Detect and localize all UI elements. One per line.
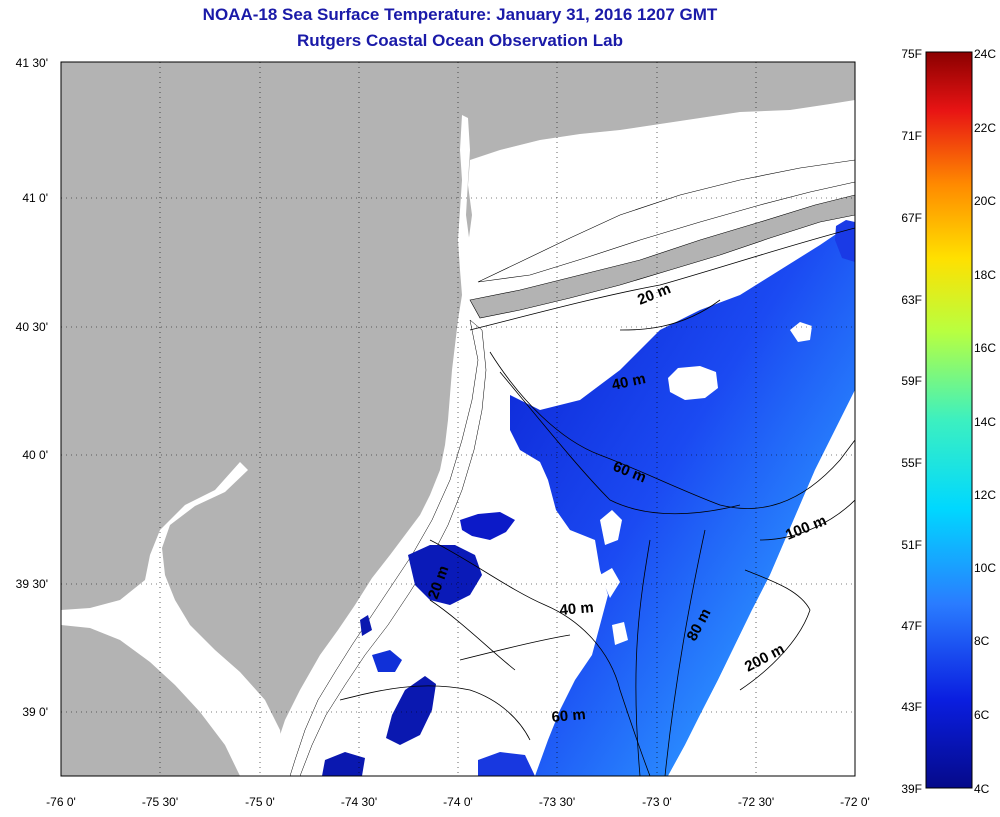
colorbar-f-label: 75F [901,47,922,61]
lon-tick-label: -72 0' [840,795,870,809]
colorbar-c-label: 12C [974,488,996,502]
colorbar-c-label: 6C [974,708,990,722]
colorbar-c-label: 10C [974,561,996,575]
colorbar-c-label: 14C [974,415,996,429]
lon-tick-label: -74 30' [341,795,377,809]
lon-tick-label: -72 30' [738,795,774,809]
lat-tick-label: 40 30' [16,320,48,334]
lon-tick-label: -73 30' [539,795,575,809]
lon-tick-label: -73 0' [642,795,672,809]
depth-label: 40 m [610,370,647,394]
graticule [61,62,855,776]
colorbar-f-label: 59F [901,374,922,388]
colorbar-f-label: 51F [901,538,922,552]
cold-patch-3 [372,650,402,672]
delaware-bay [61,462,285,776]
lon-tick-label: -75 0' [245,795,275,809]
lon-tick-label: -75 30' [142,795,178,809]
colorbar-fahrenheit: 75F 71F 67F 63F 59F 55F 51F 47F 43F 39F [901,47,922,796]
colorbar-c-label: 4C [974,782,990,796]
colorbar-f-label: 43F [901,700,922,714]
cloud-hole-4 [600,568,620,598]
cold-patch-4 [386,676,436,745]
colorbar-c-label: 18C [974,268,996,282]
colorbar-f-label: 67F [901,211,922,225]
colorbar-c-label: 24C [974,47,996,61]
no-data-east [668,390,855,776]
colorbar-f-label: 71F [901,129,922,143]
bathymetry-contours [339,227,855,776]
colorbar-celsius: 24C 22C 20C 18C 16C 14C 12C 10C 8C 6C 4C [974,47,996,796]
cold-patch-5 [322,752,365,776]
lat-tick-label: 39 30' [16,577,48,591]
land-mainland [61,62,855,776]
depth-label: 60 m [551,706,587,726]
map-title: NOAA-18 Sea Surface Temperature: January… [202,5,718,24]
cold-patch-7 [835,220,855,262]
cold-patch-1 [460,512,515,540]
sst-swath-main [510,225,855,776]
long-island [469,194,855,319]
coastal-bays [289,319,487,776]
cloud-hole-3 [600,510,622,545]
colorbar [925,51,973,789]
colorbar-c-label: 20C [974,194,996,208]
cold-patch-8 [360,615,372,636]
colorbar-c-label: 16C [974,341,996,355]
cloud-hole-5 [612,622,628,645]
lat-tick-label: 41 0' [22,191,48,205]
lat-tick-label: 41 30' [16,56,48,70]
colorbar-c-label: 22C [974,121,996,135]
lat-tick-label: 39 0' [22,705,48,719]
cold-patch-2 [408,545,482,605]
long-island-sound [477,159,855,283]
latitude-axis: 41 30' 41 0' 40 30' 40 0' 39 30' 39 0' [16,56,48,719]
lat-tick-label: 40 0' [22,448,48,462]
colorbar-f-label: 39F [901,782,922,796]
colorbar-c-label: 8C [974,634,990,648]
longitude-axis: -76 0' -75 30' -75 0' -74 30' -74 0' -73… [46,795,870,809]
hudson-river [458,115,476,295]
colorbar-f-label: 47F [901,619,922,633]
lon-tick-label: -74 0' [443,795,473,809]
colorbar-f-label: 63F [901,293,922,307]
cloud-hole-1 [668,366,718,400]
colorbar-f-label: 55F [901,456,922,470]
map-subtitle: Rutgers Coastal Ocean Observation Lab [297,31,623,50]
depth-label: 40 m [559,599,595,619]
cold-patch-6 [478,752,535,776]
lon-tick-label: -76 0' [46,795,76,809]
